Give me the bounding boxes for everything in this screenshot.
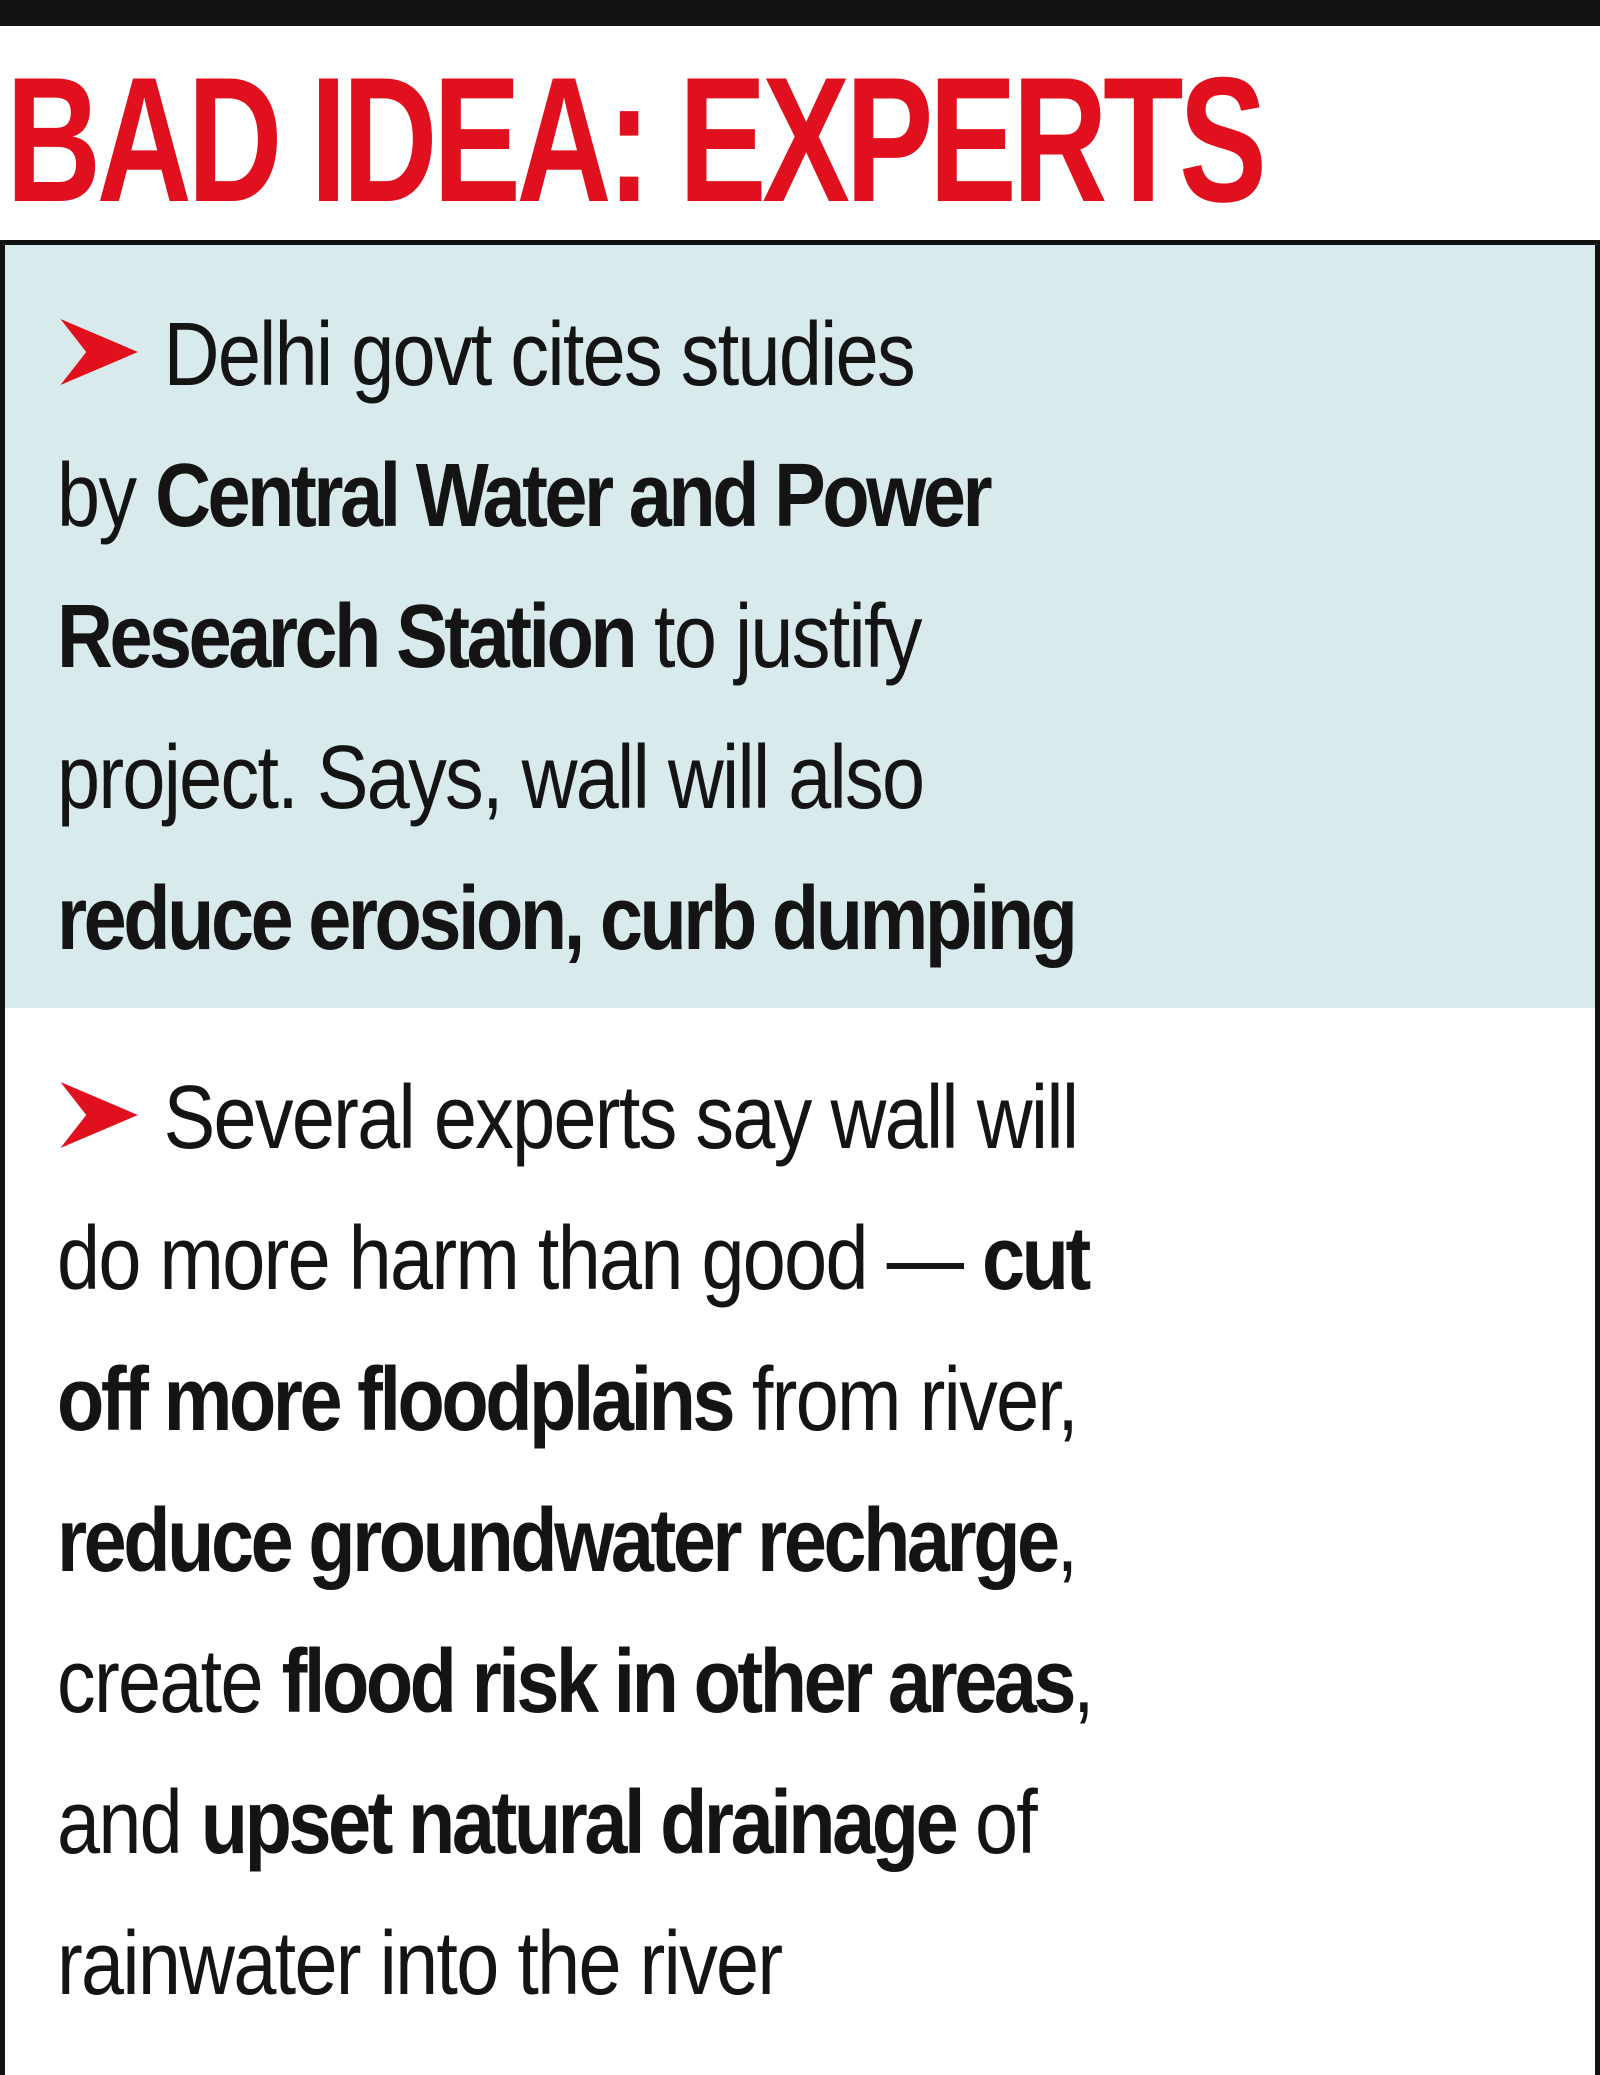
top-rule	[0, 0, 1600, 26]
emphasis-text: reduce erosion, curb dumping	[57, 869, 1078, 969]
text-line: Research Station to justify	[57, 567, 1313, 708]
emphasis-text: upset natural drainage	[200, 1773, 959, 1873]
point-panel-1: Delhi govt cites studies by Central Water…	[5, 245, 1595, 1008]
body-text: to justify	[634, 587, 922, 687]
text-line: Delhi govt cites studies	[57, 285, 1313, 426]
text-line: by Central Water and Power	[57, 426, 1313, 567]
body-text: ,	[1073, 1632, 1095, 1732]
body-text: from river,	[732, 1350, 1079, 1450]
body-text: ,	[1056, 1491, 1079, 1591]
text-line: do more harm than good — cut	[57, 1189, 1313, 1330]
emphasis-text: Research Station	[57, 587, 638, 687]
body-text: by	[57, 446, 156, 546]
point-1-text: Delhi govt cites studies by Central Water…	[57, 285, 1313, 990]
point-2-text: Several experts say wall will do more har…	[57, 1048, 1313, 2035]
emphasis-text: flood risk in other areas	[281, 1632, 1077, 1732]
text-line: project. Says, wall will also	[57, 708, 1313, 849]
body-text: Several experts say wall will	[163, 1068, 1079, 1168]
text-line: off more floodplains from river,	[57, 1330, 1313, 1471]
body-text: and	[57, 1773, 201, 1873]
emphasis-text: Central Water and Power	[155, 446, 993, 546]
text-line: reduce groundwater recharge,	[57, 1471, 1313, 1612]
body-text: of	[955, 1773, 1038, 1873]
emphasis-text: off more floodplains	[57, 1350, 736, 1450]
body-text: Delhi govt cites studies	[163, 305, 916, 405]
text-line: rainwater into the river	[57, 1894, 1313, 2035]
info-box: Delhi govt cites studies by Central Water…	[0, 240, 1600, 2075]
body-text: do more harm than good —	[57, 1209, 983, 1309]
text-line: Several experts say wall will	[57, 1048, 1313, 1189]
emphasis-text: cut	[982, 1209, 1091, 1309]
arrowhead-bullet-icon	[57, 1080, 152, 1152]
body-text: create	[57, 1632, 282, 1732]
point-panel-2: Several experts say wall will do more har…	[5, 1008, 1595, 2075]
body-text: rainwater into the river	[57, 1914, 783, 2014]
arrowhead-bullet-icon	[57, 317, 152, 389]
text-line: reduce erosion, curb dumping	[57, 849, 1313, 990]
text-line: and upset natural drainage of	[57, 1753, 1313, 1894]
emphasis-text: reduce groundwater recharge	[57, 1491, 1060, 1591]
body-text: project. Says, wall will also	[57, 728, 925, 828]
text-line: create flood risk in other areas,	[57, 1612, 1313, 1753]
headline: BAD IDEA: EXPERTS	[6, 40, 1267, 239]
